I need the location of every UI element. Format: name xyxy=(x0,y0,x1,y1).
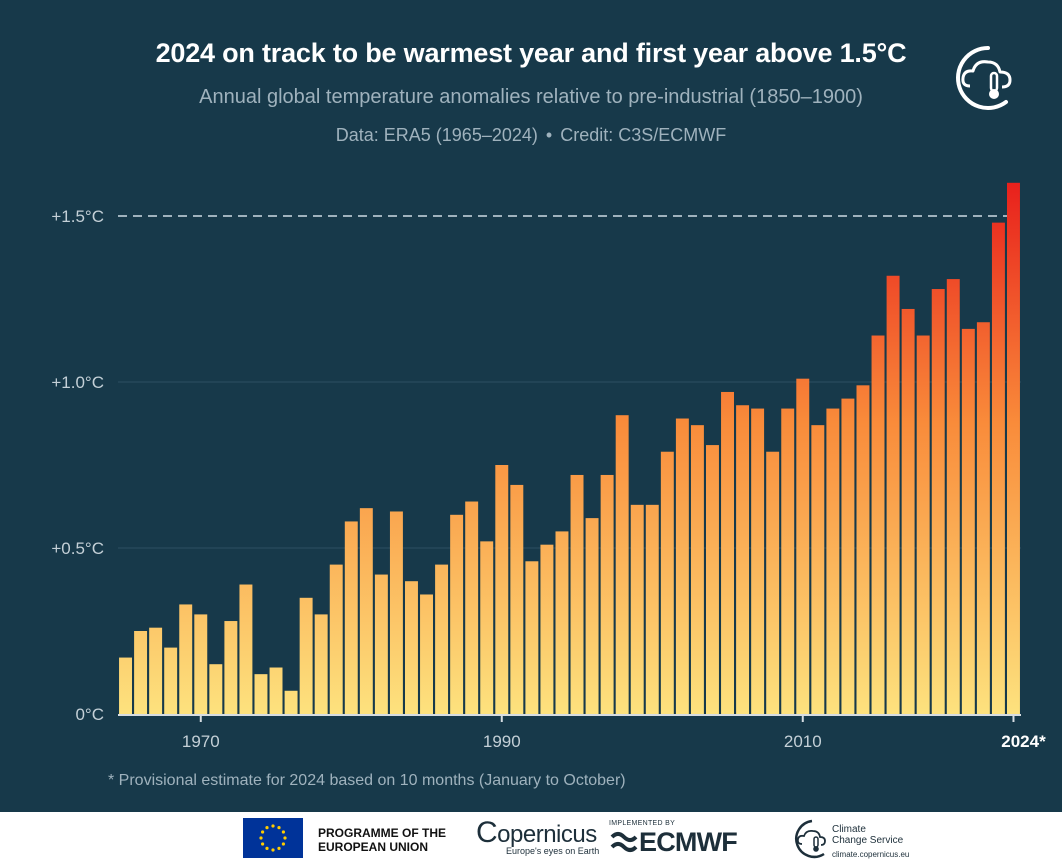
bar-1985 xyxy=(420,594,433,714)
credit: Credit: C3S/ECMWF xyxy=(560,125,727,145)
x-tick-label: 1990 xyxy=(483,732,521,751)
footer-logos: PROGRAMME OF THE EUROPEAN UNION Copernic… xyxy=(0,812,1062,865)
footnote: * Provisional estimate for 2024 based on… xyxy=(108,772,626,789)
bar-2012 xyxy=(826,408,840,714)
bar-1980 xyxy=(344,521,358,714)
bar-1967 xyxy=(149,627,163,714)
bar-1979 xyxy=(329,564,343,714)
bar-1969 xyxy=(179,604,193,714)
bar-1993 xyxy=(540,544,554,714)
bar-2011 xyxy=(811,425,825,714)
bar-1999 xyxy=(630,504,644,714)
bar-1968 xyxy=(164,647,178,714)
bar-1974 xyxy=(254,674,268,714)
bar-2016 xyxy=(886,275,900,714)
bar-1971 xyxy=(209,664,223,714)
bar-1970 xyxy=(194,614,208,714)
bar-1986 xyxy=(435,564,449,714)
x-tick-label: 2010 xyxy=(784,732,822,751)
bar-2008 xyxy=(766,451,780,714)
bar-2014 xyxy=(856,385,870,714)
bar-1996 xyxy=(585,518,599,714)
bar-2022 xyxy=(976,322,990,714)
y-tick-label: +1.0°C xyxy=(51,373,104,392)
eu-flag-icon xyxy=(243,818,303,858)
temperature-bar-chart: 0°C +0.5°C +1.0°C +1.5°C 1970 1990 2010 2024* xyxy=(51,182,1046,751)
chart-title: 2024 on track to be warmest year and fir… xyxy=(155,38,907,68)
bar-2001 xyxy=(660,451,674,714)
ccs-line-1: Climate xyxy=(832,824,866,835)
bar-1973 xyxy=(239,584,253,714)
bar-2005 xyxy=(721,391,734,714)
bar-2017 xyxy=(901,308,915,714)
eu-programme-label: PROGRAMME OF THE EUROPEAN UNION xyxy=(318,826,446,854)
bar-2009 xyxy=(781,408,795,714)
bar-1981 xyxy=(359,508,373,714)
ecmwf-implemented-label: IMPLEMENTED BY xyxy=(609,820,676,827)
bar-2006 xyxy=(736,405,750,714)
bar-1998 xyxy=(615,415,629,714)
bar-2003 xyxy=(690,425,704,714)
bar-2023 xyxy=(991,222,1005,714)
source-line: Data: ERA5 (1965–2024) • Credit: C3S/ECMWF xyxy=(0,125,1062,146)
bar-1972 xyxy=(224,621,238,714)
ecmwf-brand: ECMWF xyxy=(639,827,738,857)
bar-2013 xyxy=(841,398,855,714)
x-tick-label: 1970 xyxy=(182,732,220,751)
bar-2015 xyxy=(871,335,885,714)
copernicus-tagline: Europe's eyes on Earth xyxy=(506,846,600,856)
bar-2004 xyxy=(706,445,719,714)
eu-line-2: EUROPEAN UNION xyxy=(318,840,429,854)
bars xyxy=(119,182,1020,715)
separator: • xyxy=(545,125,553,145)
bar-1995 xyxy=(570,474,584,714)
bar-1983 xyxy=(389,511,403,714)
axes: 0°C +0.5°C +1.0°C +1.5°C 1970 1990 2010 2024* xyxy=(51,207,1046,751)
bar-1966 xyxy=(134,631,148,714)
bar-1965 xyxy=(119,657,132,714)
bar-2002 xyxy=(675,418,689,714)
ecmwf-logo: IMPLEMENTED BY ECMWF xyxy=(609,820,738,857)
bar-1987 xyxy=(450,514,464,714)
bar-2019 xyxy=(931,289,945,714)
bar-1992 xyxy=(525,561,539,714)
bar-2000 xyxy=(645,504,659,714)
ccs-cloud-icon xyxy=(795,819,826,859)
bar-1990 xyxy=(495,465,509,714)
bar-2018 xyxy=(916,335,930,714)
data-source: Data: ERA5 (1965–2024) xyxy=(335,125,538,145)
bar-1977 xyxy=(299,597,313,714)
bar-1975 xyxy=(269,667,283,714)
bar-1991 xyxy=(510,484,524,714)
bar-1984 xyxy=(405,581,418,714)
ecmwf-waves-icon xyxy=(610,832,638,852)
copernicus-c-icon: C xyxy=(476,816,498,849)
bar-1997 xyxy=(600,474,614,714)
bar-2020 xyxy=(946,279,960,714)
y-tick-label: 0°C xyxy=(75,705,104,724)
y-tick-label: +0.5°C xyxy=(51,539,104,558)
bar-2007 xyxy=(751,408,765,714)
bar-2024 xyxy=(1007,182,1020,715)
y-tick-label: +1.5°C xyxy=(51,207,104,226)
bar-1982 xyxy=(374,574,388,714)
bar-1994 xyxy=(555,531,569,714)
x-tick-label: 2024* xyxy=(1001,732,1046,751)
bar-1988 xyxy=(465,501,479,714)
ccs-name: Climate Change Service xyxy=(832,824,922,846)
copernicus-logo: Copernicus Europe's eyes on Earth xyxy=(476,818,600,857)
ccs-url: climate.copernicus.eu xyxy=(832,850,910,859)
copernicus-name: opernicus xyxy=(497,821,597,848)
ccs-logo: Climate Change Service climate.copernicu… xyxy=(790,818,909,865)
bar-1976 xyxy=(284,690,298,714)
eu-line-1: PROGRAMME OF THE xyxy=(318,826,446,840)
chart-subtitle: Annual global temperature anomalies rela… xyxy=(199,86,863,108)
gridlines xyxy=(118,215,1021,549)
bar-1989 xyxy=(480,541,494,714)
bar-1978 xyxy=(314,614,328,714)
climate-service-icon xyxy=(948,40,1018,120)
ccs-line-2: Change Service xyxy=(832,835,904,846)
bar-2010 xyxy=(796,378,810,714)
bar-2021 xyxy=(961,328,975,714)
